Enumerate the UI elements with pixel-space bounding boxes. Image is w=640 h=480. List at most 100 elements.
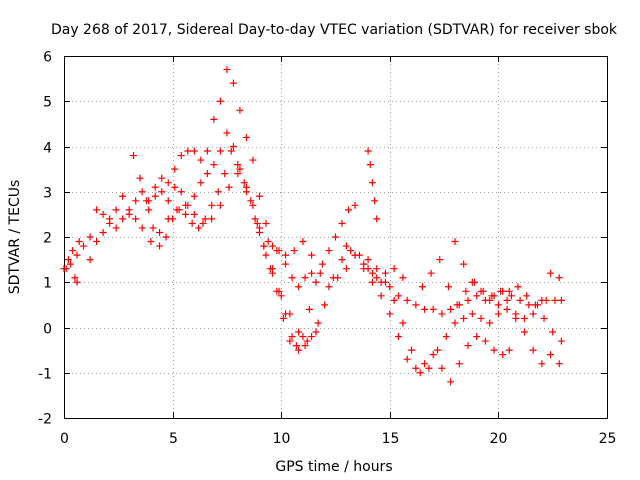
data-points [60,66,565,386]
data-point [425,364,433,372]
data-point [351,251,359,259]
data-point [223,129,231,137]
data-point [538,296,546,304]
data-point [86,233,94,241]
data-point [468,278,476,286]
data-point [69,247,77,255]
data-point [403,296,411,304]
x-tick-label: 20 [490,431,508,447]
data-point [332,233,339,241]
data-point [529,310,537,318]
data-point [199,219,207,227]
data-point [516,296,524,304]
data-point [438,310,446,318]
data-point [164,179,172,187]
data-point [494,310,502,318]
data-point [557,296,565,304]
data-point [132,197,140,205]
data-point [151,192,159,200]
x-tick-label: 25 [599,431,617,447]
data-point [390,296,398,304]
data-point [177,188,185,196]
data-point [386,283,394,291]
data-point [403,355,411,363]
data-point [292,342,300,350]
data-point [286,337,294,345]
data-point [520,314,528,322]
data-point [497,287,505,295]
data-point [547,351,555,359]
data-point [282,260,290,268]
series-track-i [451,238,563,322]
data-point [106,219,114,227]
data-point [386,310,394,318]
data-point [408,346,416,354]
data-point [216,97,224,105]
data-point [342,242,350,250]
data-point [136,174,144,182]
data-point [197,156,205,164]
data-point [282,251,290,259]
data-point [203,170,211,178]
data-point [368,278,376,286]
y-tick-label: 4 [43,141,52,157]
data-point [455,360,463,368]
series-cluster-early [62,238,83,286]
data-point [201,215,209,223]
data-point [503,305,511,313]
data-point [464,296,472,304]
data-point [486,296,494,304]
data-point [364,147,372,155]
data-point [412,301,420,309]
series-track-g [364,256,563,377]
data-point [494,301,502,309]
data-point [436,256,444,264]
series-track-c [130,147,359,350]
y-tick-labels: -2 -1 0 1 2 3 4 5 6 [38,50,52,428]
data-point [242,188,250,196]
data-point [460,314,468,322]
data-point [538,360,546,368]
data-point [112,224,120,232]
data-point [162,233,170,241]
data-point [138,224,146,232]
data-point [277,292,285,300]
data-point [551,296,559,304]
data-point [314,319,322,327]
y-tick-label: -1 [38,367,52,383]
data-point [325,247,333,255]
data-point [557,337,565,345]
data-point [208,215,216,223]
data-point [138,188,146,196]
data-point [158,174,166,182]
data-point [318,260,326,268]
data-point [145,206,153,214]
data-point [394,292,402,300]
x-tick-label: 10 [273,431,291,447]
data-point [429,351,437,359]
data-point [279,314,287,322]
data-point [334,274,342,282]
data-point [555,360,563,368]
data-point [477,314,485,322]
data-point [316,269,324,277]
data-point [507,292,515,300]
data-point [164,215,172,223]
data-point [503,296,511,304]
data-point [67,260,75,268]
axis-ticks [64,56,608,419]
data-point [338,219,346,227]
x-tick-labels: 0 5 10 15 20 25 [60,431,616,447]
data-point [308,269,316,277]
x-tick-label: 0 [60,431,69,447]
data-point [214,188,222,196]
data-point [451,238,459,246]
data-point [368,269,376,277]
data-point [286,310,294,318]
data-point [312,278,320,286]
data-point [299,238,307,246]
data-point [273,247,281,255]
data-point [351,201,359,209]
data-point [73,278,81,286]
data-point [514,283,522,291]
